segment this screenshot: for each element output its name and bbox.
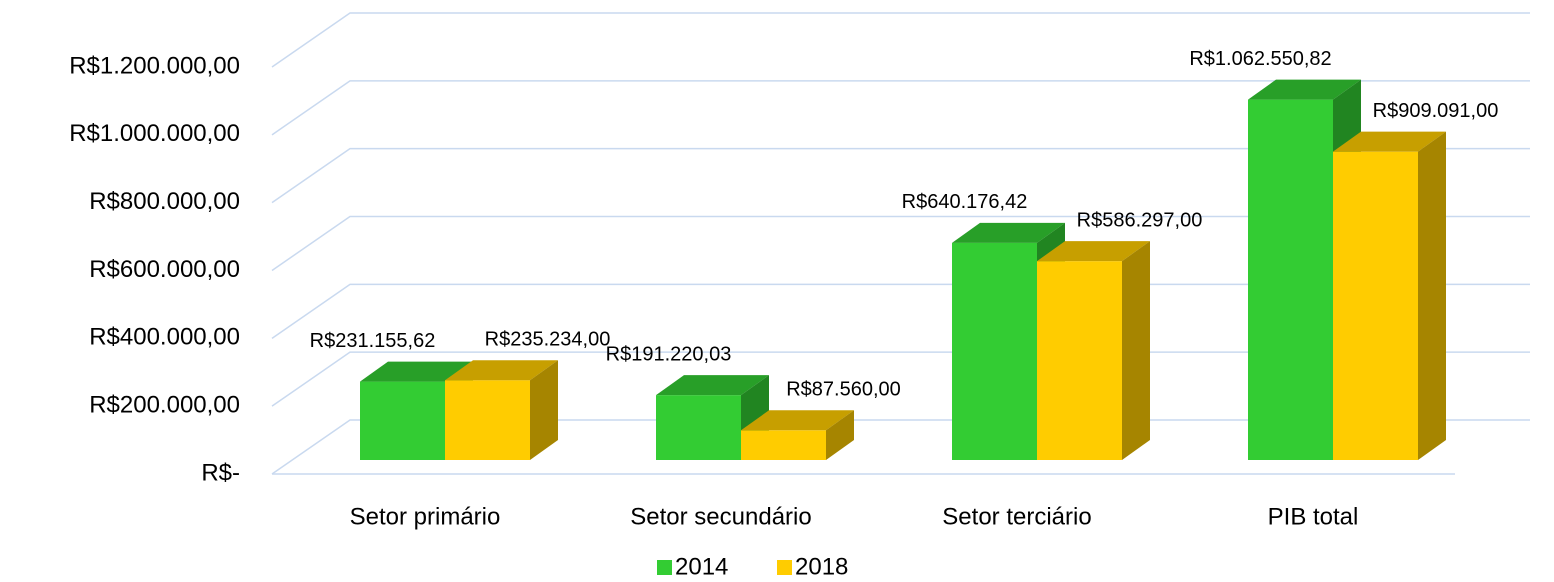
bar-top bbox=[741, 410, 854, 431]
bar-top bbox=[360, 361, 473, 382]
x-tick-label: Setor secundário bbox=[630, 503, 811, 530]
bar bbox=[360, 381, 445, 460]
bar bbox=[952, 242, 1037, 460]
x-tick-label: Setor terciário bbox=[942, 503, 1091, 530]
bar bbox=[1037, 261, 1122, 460]
bar-group bbox=[1333, 131, 1446, 461]
grid-line bbox=[271, 12, 1530, 68]
data-label: R$87.560,00 bbox=[786, 379, 901, 401]
y-tick-label: R$- bbox=[201, 459, 240, 486]
bar bbox=[741, 430, 826, 460]
y-tick-label: R$600.000,00 bbox=[89, 256, 240, 283]
bar-side bbox=[826, 410, 854, 460]
bar-top bbox=[952, 222, 1065, 243]
grid-line bbox=[271, 80, 1530, 136]
bar bbox=[656, 395, 741, 460]
legend-label: 2014 bbox=[675, 553, 728, 580]
grid-line bbox=[271, 215, 1530, 272]
bar-group bbox=[741, 410, 854, 460]
grid-line bbox=[271, 147, 1530, 204]
y-tick-label: R$1.000.000,00 bbox=[69, 120, 240, 147]
y-tick-label: R$200.000,00 bbox=[89, 392, 240, 419]
legend-swatch bbox=[777, 560, 792, 575]
data-label: R$231.155,62 bbox=[310, 330, 436, 352]
bar-top bbox=[1037, 241, 1150, 262]
bar bbox=[445, 380, 530, 460]
y-tick-label: R$800.000,00 bbox=[89, 188, 240, 215]
bar-side bbox=[1122, 241, 1150, 460]
bar bbox=[1333, 151, 1418, 461]
x-tick-label: PIB total bbox=[1268, 503, 1359, 530]
data-label: R$191.220,03 bbox=[606, 343, 732, 365]
bar-top bbox=[445, 360, 558, 381]
legend-label: 2018 bbox=[795, 553, 848, 580]
bar-side bbox=[1418, 131, 1446, 461]
bar-top bbox=[1248, 79, 1361, 100]
data-label: R$586.297,00 bbox=[1077, 209, 1203, 231]
data-label: R$235.234,00 bbox=[485, 328, 611, 350]
data-label: R$640.176,42 bbox=[902, 191, 1028, 213]
bar-group bbox=[1248, 79, 1361, 461]
y-tick-label: R$400.000,00 bbox=[89, 324, 240, 351]
data-label: R$909.091,00 bbox=[1373, 100, 1499, 122]
bar bbox=[1248, 99, 1333, 461]
bar-group bbox=[1037, 241, 1150, 460]
data-label: R$1.062.550,82 bbox=[1189, 48, 1331, 70]
legend-swatch bbox=[657, 560, 672, 575]
bar-top bbox=[656, 375, 769, 396]
bar-side bbox=[530, 360, 558, 460]
bar-group bbox=[445, 360, 558, 460]
bar-top bbox=[1333, 131, 1446, 152]
y-tick-label: R$1.200.000,00 bbox=[69, 52, 240, 79]
x-tick-label: Setor primário bbox=[350, 503, 501, 530]
